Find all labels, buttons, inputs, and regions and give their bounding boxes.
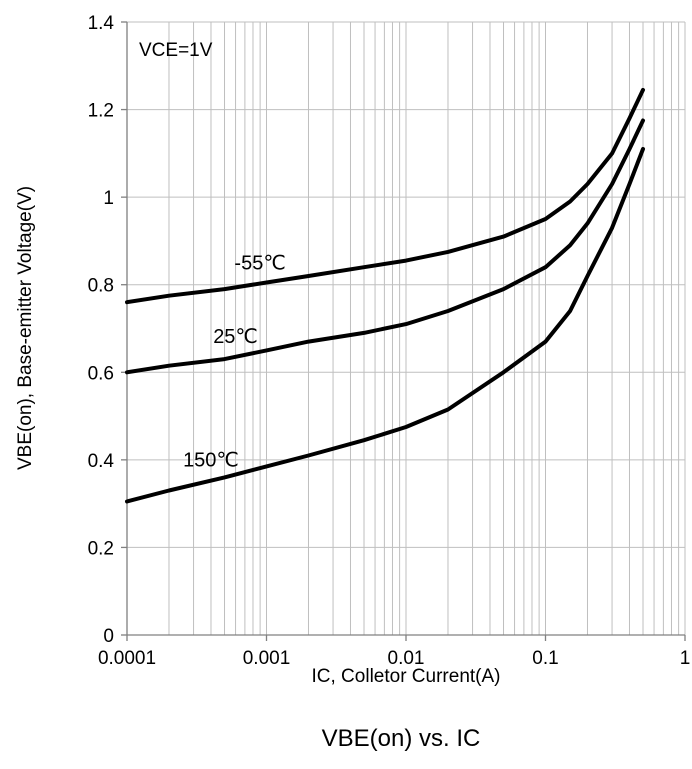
y-axis-label: VBE(on), Base-emitter Voltage(V) [15, 186, 36, 470]
series-label: 150℃ [183, 450, 239, 472]
x-tick-label: 0.01 [388, 648, 425, 669]
series-label: 25℃ [213, 326, 258, 348]
chart-title: VBE(on) vs. IC [322, 725, 481, 752]
y-tick-label: 1.4 [88, 13, 115, 34]
series-line [125, 87, 645, 305]
x-tick-label: 0.001 [243, 648, 291, 669]
y-tick-label: 0.6 [88, 363, 114, 384]
series-lines [125, 87, 645, 504]
y-tick-label: 1.2 [88, 101, 114, 122]
series-line [125, 147, 645, 504]
y-tick-label: 0 [103, 626, 114, 647]
x-tick-label: 0.1 [532, 648, 558, 669]
x-axis-label: IC, Colletor Current(A) [312, 666, 501, 687]
grid [126, 21, 686, 635]
y-tick-label: 0.2 [88, 538, 114, 559]
x-tick-label: 0.0001 [98, 648, 156, 669]
condition-annotation: VCE=1V [139, 40, 213, 61]
y-tick-label: 1 [103, 188, 114, 209]
series-line [125, 118, 645, 375]
y-tick-label: 0.8 [88, 276, 114, 297]
x-tick-label: 1 [680, 648, 691, 669]
series-label: -55℃ [234, 253, 285, 275]
y-tick-label: 0.4 [88, 451, 115, 472]
labels: VCE=1V IC, Colletor Current(A) VBE(on), … [15, 40, 501, 752]
axes: 0 0.2 0.4 0.6 0.8 1 1.2 1.4 0.0001 0.001 0.01 0.1 1 [88, 13, 691, 669]
